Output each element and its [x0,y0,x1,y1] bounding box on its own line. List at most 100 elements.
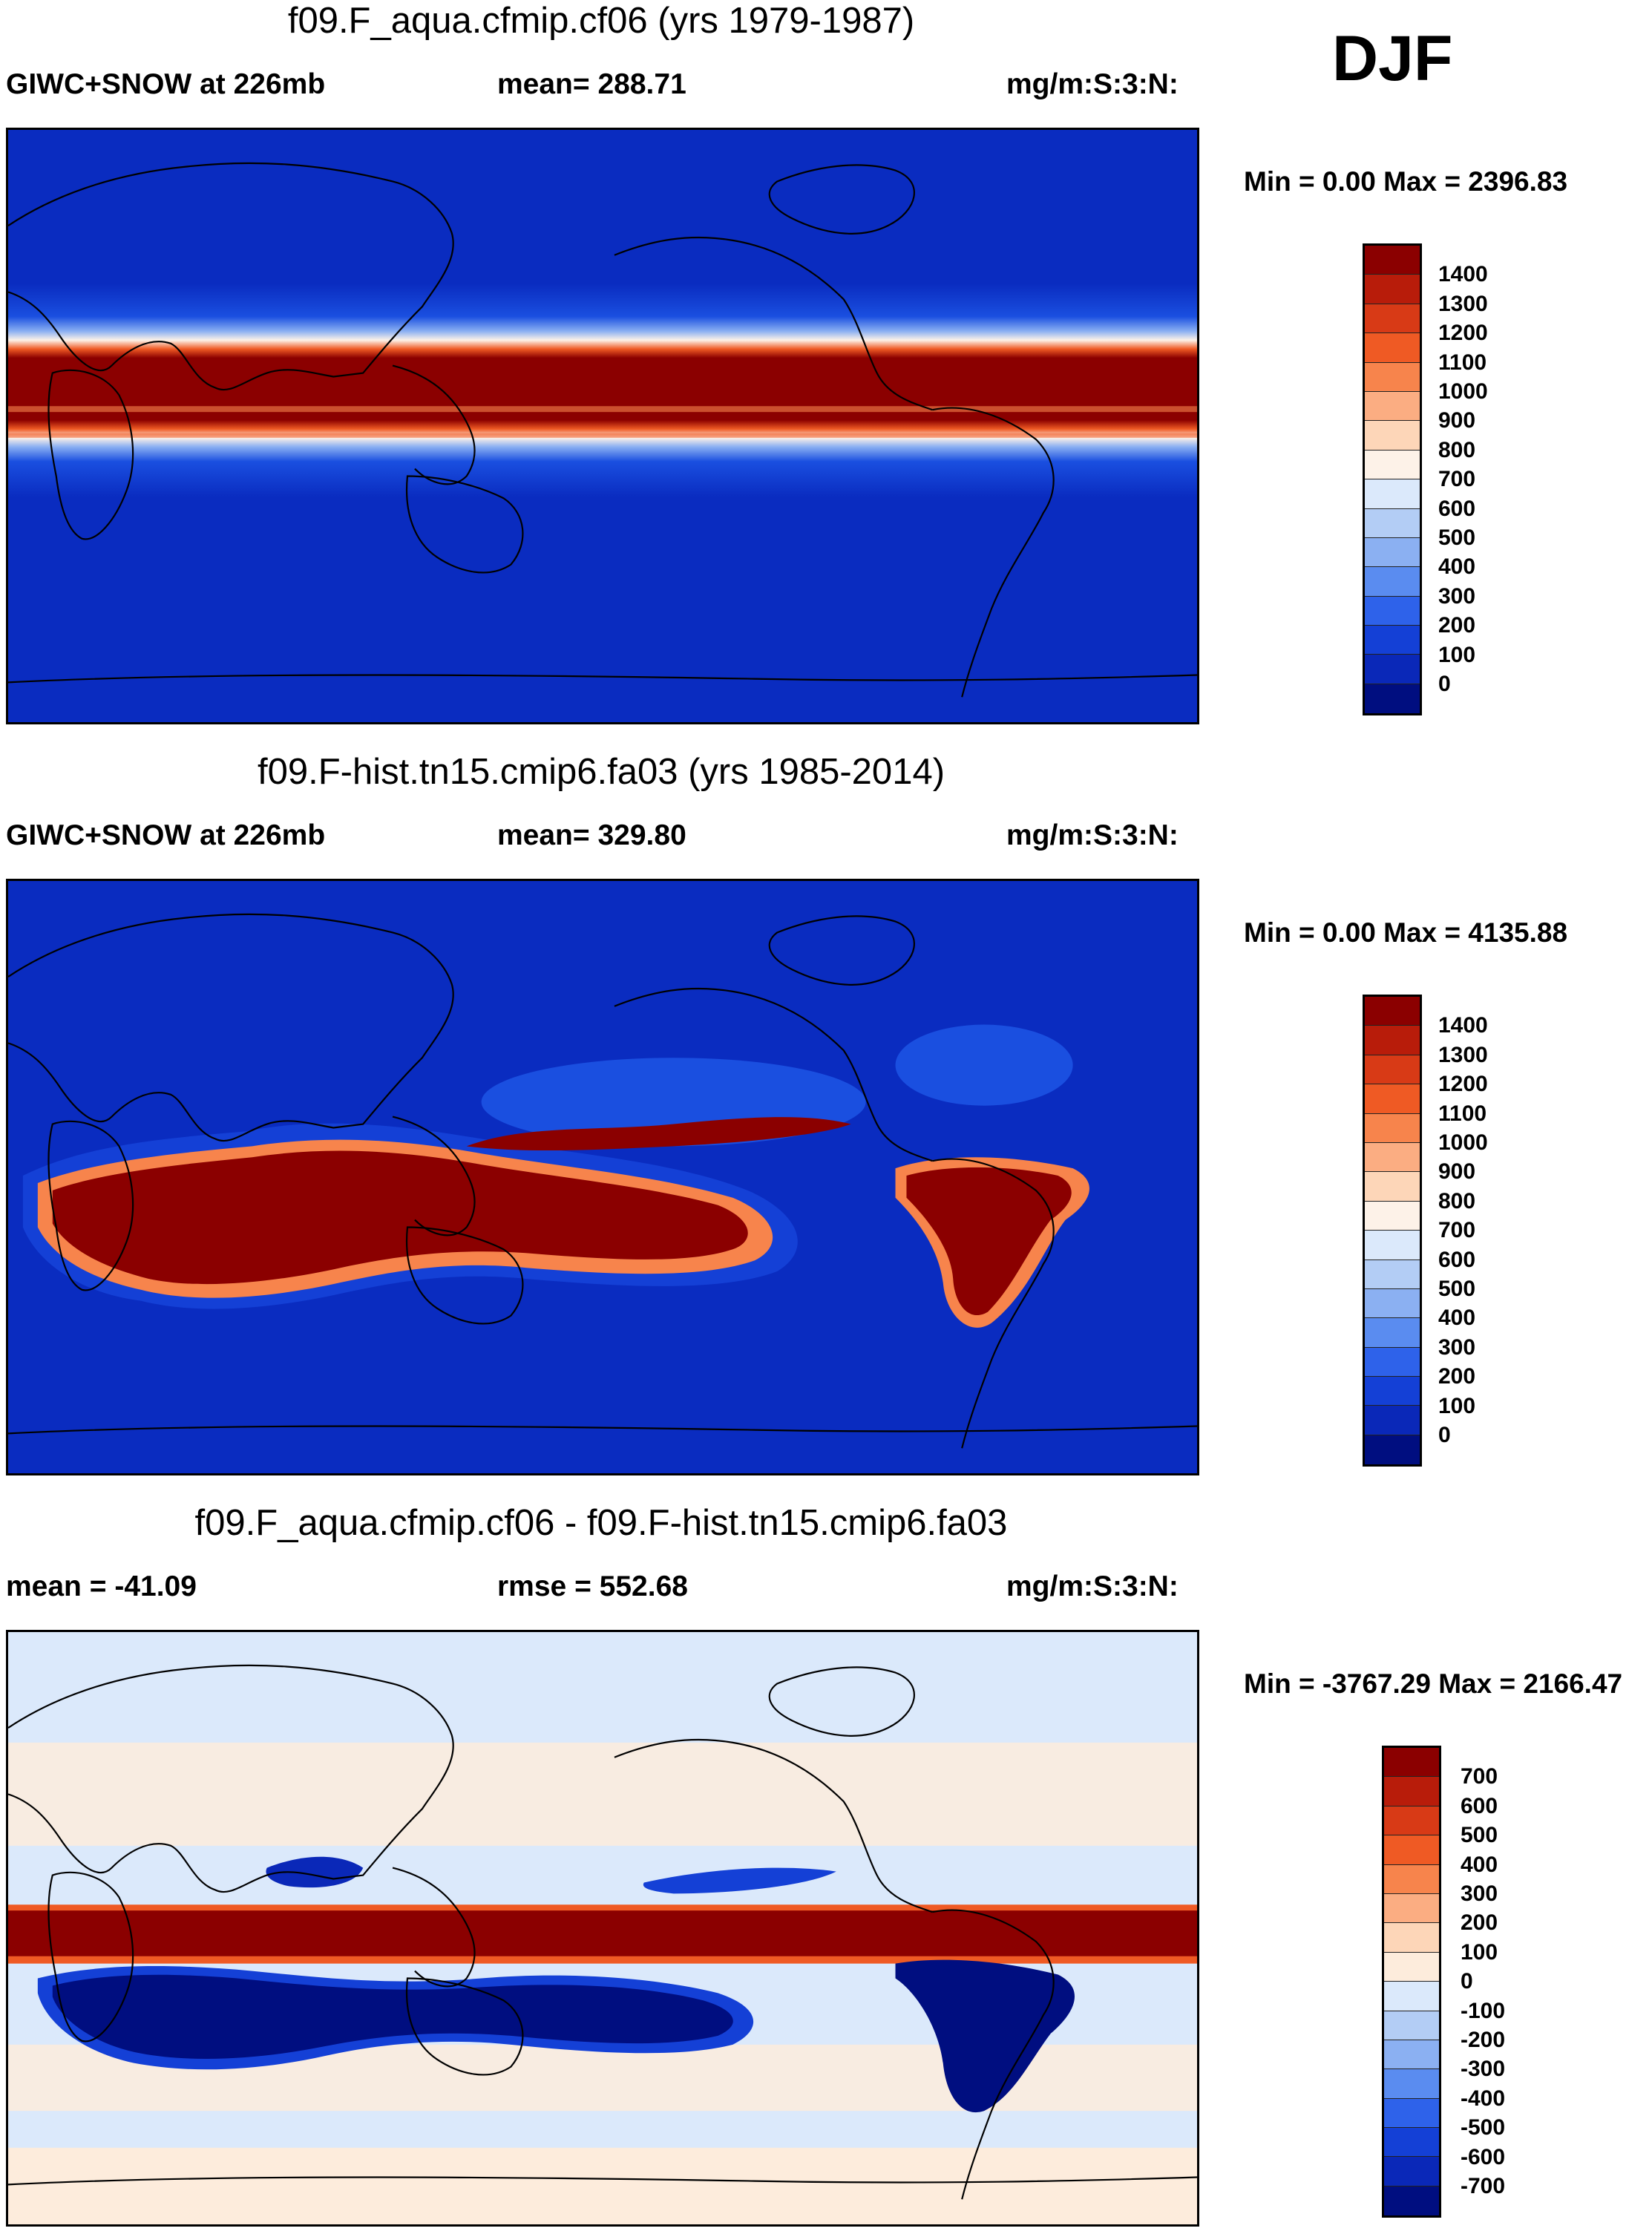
units-label: mg/m:S:3:N: [1006,68,1179,100]
colorbar [1363,995,1422,1467]
colorbar-swatch [1384,1952,1439,1982]
colorbar-tick-label: -200 [1461,2028,1506,2052]
continents [8,913,1197,1449]
colorbar-swatch [1365,450,1420,480]
units-label: mg/m:S:3:N: [1006,819,1179,851]
colorbar-swatch [1365,304,1420,334]
colorbar-tick-label: 1100 [1438,350,1487,375]
colorbar-tick-label: 700 [1438,1218,1476,1243]
colorbar-tick-label: 1000 [1438,1130,1488,1155]
colorbar-tick-label: 300 [1438,1334,1476,1360]
colorbar-tick-label: 900 [1438,408,1476,433]
colorbar-tick-label: 1100 [1438,1101,1487,1126]
colorbar-swatch [1384,1806,1439,1836]
colorbar-swatch [1365,391,1420,422]
colorbar-swatch [1365,1260,1420,1289]
mean-label: mean= 288.71 [497,68,686,100]
colorbar-swatch [1365,479,1420,509]
colorbar-tick-label: 600 [1461,1793,1498,1818]
colorbar-tick-label: 0 [1438,672,1451,696]
colorbar-swatch [1365,421,1420,451]
colorbar-swatch [1384,2011,1439,2040]
colorbar-swatch [1365,1347,1420,1378]
units-label: mg/m:S:3:N: [1006,1570,1179,1602]
colorbar-swatch [1365,1318,1420,1348]
difference-bands [8,1856,1197,2113]
map-plot [6,1630,1199,2227]
colorbar-swatch [1365,275,1420,304]
colorbar-tick-label: 200 [1438,613,1476,638]
colorbar-swatch [1384,2157,1439,2186]
colorbar-tick-label: -700 [1461,2174,1506,2198]
colorbar-tick-label: 0 [1461,1969,1473,1994]
colorbar-tick-label: 500 [1438,525,1476,550]
colorbar-swatch [1365,508,1420,538]
colorbar-tick-label: 1300 [1438,1042,1488,1067]
colorbar-tick-label: 100 [1438,642,1476,667]
colorbar-swatch [1365,1231,1420,1260]
colorbar-tick-label: 1400 [1438,262,1488,287]
colorbar-swatch [1365,1113,1420,1143]
map-plot [6,879,1199,1475]
colorbar-swatch [1365,1026,1420,1055]
colorbar-tick-label: 400 [1438,1306,1476,1331]
colorbar-tick-label: 1000 [1438,379,1488,404]
colorbar-tick-label: 300 [1461,1881,1498,1906]
colorbar-tick-label: 700 [1438,467,1476,492]
colorbar-tick-label: -600 [1461,2144,1506,2169]
colorbar-tick-label: 800 [1438,437,1476,462]
colorbar-swatch [1384,2069,1439,2099]
colorbar-swatch [1384,2040,1439,2070]
colorbar-swatch [1365,596,1420,626]
colorbar-swatch [1365,1201,1420,1231]
convection-zones [22,1117,1089,1328]
colorbar [1363,243,1422,716]
colorbar-swatch [1365,1172,1420,1202]
colorbar-tick-label: 1400 [1438,1013,1488,1038]
colorbar-tick-label: 500 [1461,1823,1498,1848]
colorbar-swatch [1365,1142,1420,1173]
colorbar-swatch [1365,684,1420,714]
variable-label: GIWC+SNOW at 226mb [6,68,326,100]
colorbar-swatch [1384,2098,1439,2129]
panel-title: f09.F_aqua.cfmip.cf06 (yrs 1979-1987) [287,1,915,41]
colorbar-tick-label: 200 [1461,1910,1498,1936]
colorbar-swatch [1384,1864,1439,1894]
colorbar-swatch [1365,537,1420,568]
colorbar-swatch [1365,626,1420,655]
colorbar-swatch [1384,2128,1439,2158]
colorbar-swatch [1384,1835,1439,1865]
colorbar-swatch [1365,1288,1420,1319]
colorbar-swatch [1384,1893,1439,1924]
colorbar-tick-label: 200 [1438,1364,1476,1389]
colorbar-tick-label: 800 [1438,1188,1476,1213]
colorbar-tick-label: 700 [1461,1764,1498,1789]
colorbar-swatch [1365,997,1420,1026]
variable-label: GIWC+SNOW at 226mb [6,819,326,851]
colorbar-swatch [1365,567,1420,597]
rmse-label: rmse = 552.68 [497,1570,688,1602]
colorbar-swatch [1365,1435,1420,1465]
colorbar-tick-label: 300 [1438,583,1476,609]
colorbar-tick-label: 1200 [1438,321,1488,346]
panel-title: f09.F_aqua.cfmip.cf06 - f09.F-hist.tn15.… [194,1503,1008,1543]
colorbar-swatch [1365,655,1420,684]
mean-label: mean = -41.09 [6,1570,197,1602]
colorbar-tick-label: -300 [1461,2057,1506,2082]
colorbar-tick-label: -500 [1461,2115,1506,2140]
colorbar-tick-label: 100 [1438,1393,1476,1418]
min-max-label: Min = 0.00 Max = 2396.83 [1244,166,1568,197]
season-label: DJF [1332,23,1453,94]
colorbar-tick-label: 1200 [1438,1072,1488,1097]
continents [8,1664,1197,2200]
colorbar-tick-label: -400 [1461,2086,1506,2111]
mean-label: mean= 329.80 [497,819,686,851]
colorbar-swatch [1365,246,1420,275]
map-plot [6,128,1199,724]
colorbar-tick-label: 400 [1461,1852,1498,1877]
colorbar-tick-label: 500 [1438,1277,1476,1301]
colorbar-swatch [1365,1406,1420,1435]
colorbar [1382,1746,1441,2218]
colorbar-tick-label: 100 [1461,1939,1498,1965]
continents [8,162,1197,698]
